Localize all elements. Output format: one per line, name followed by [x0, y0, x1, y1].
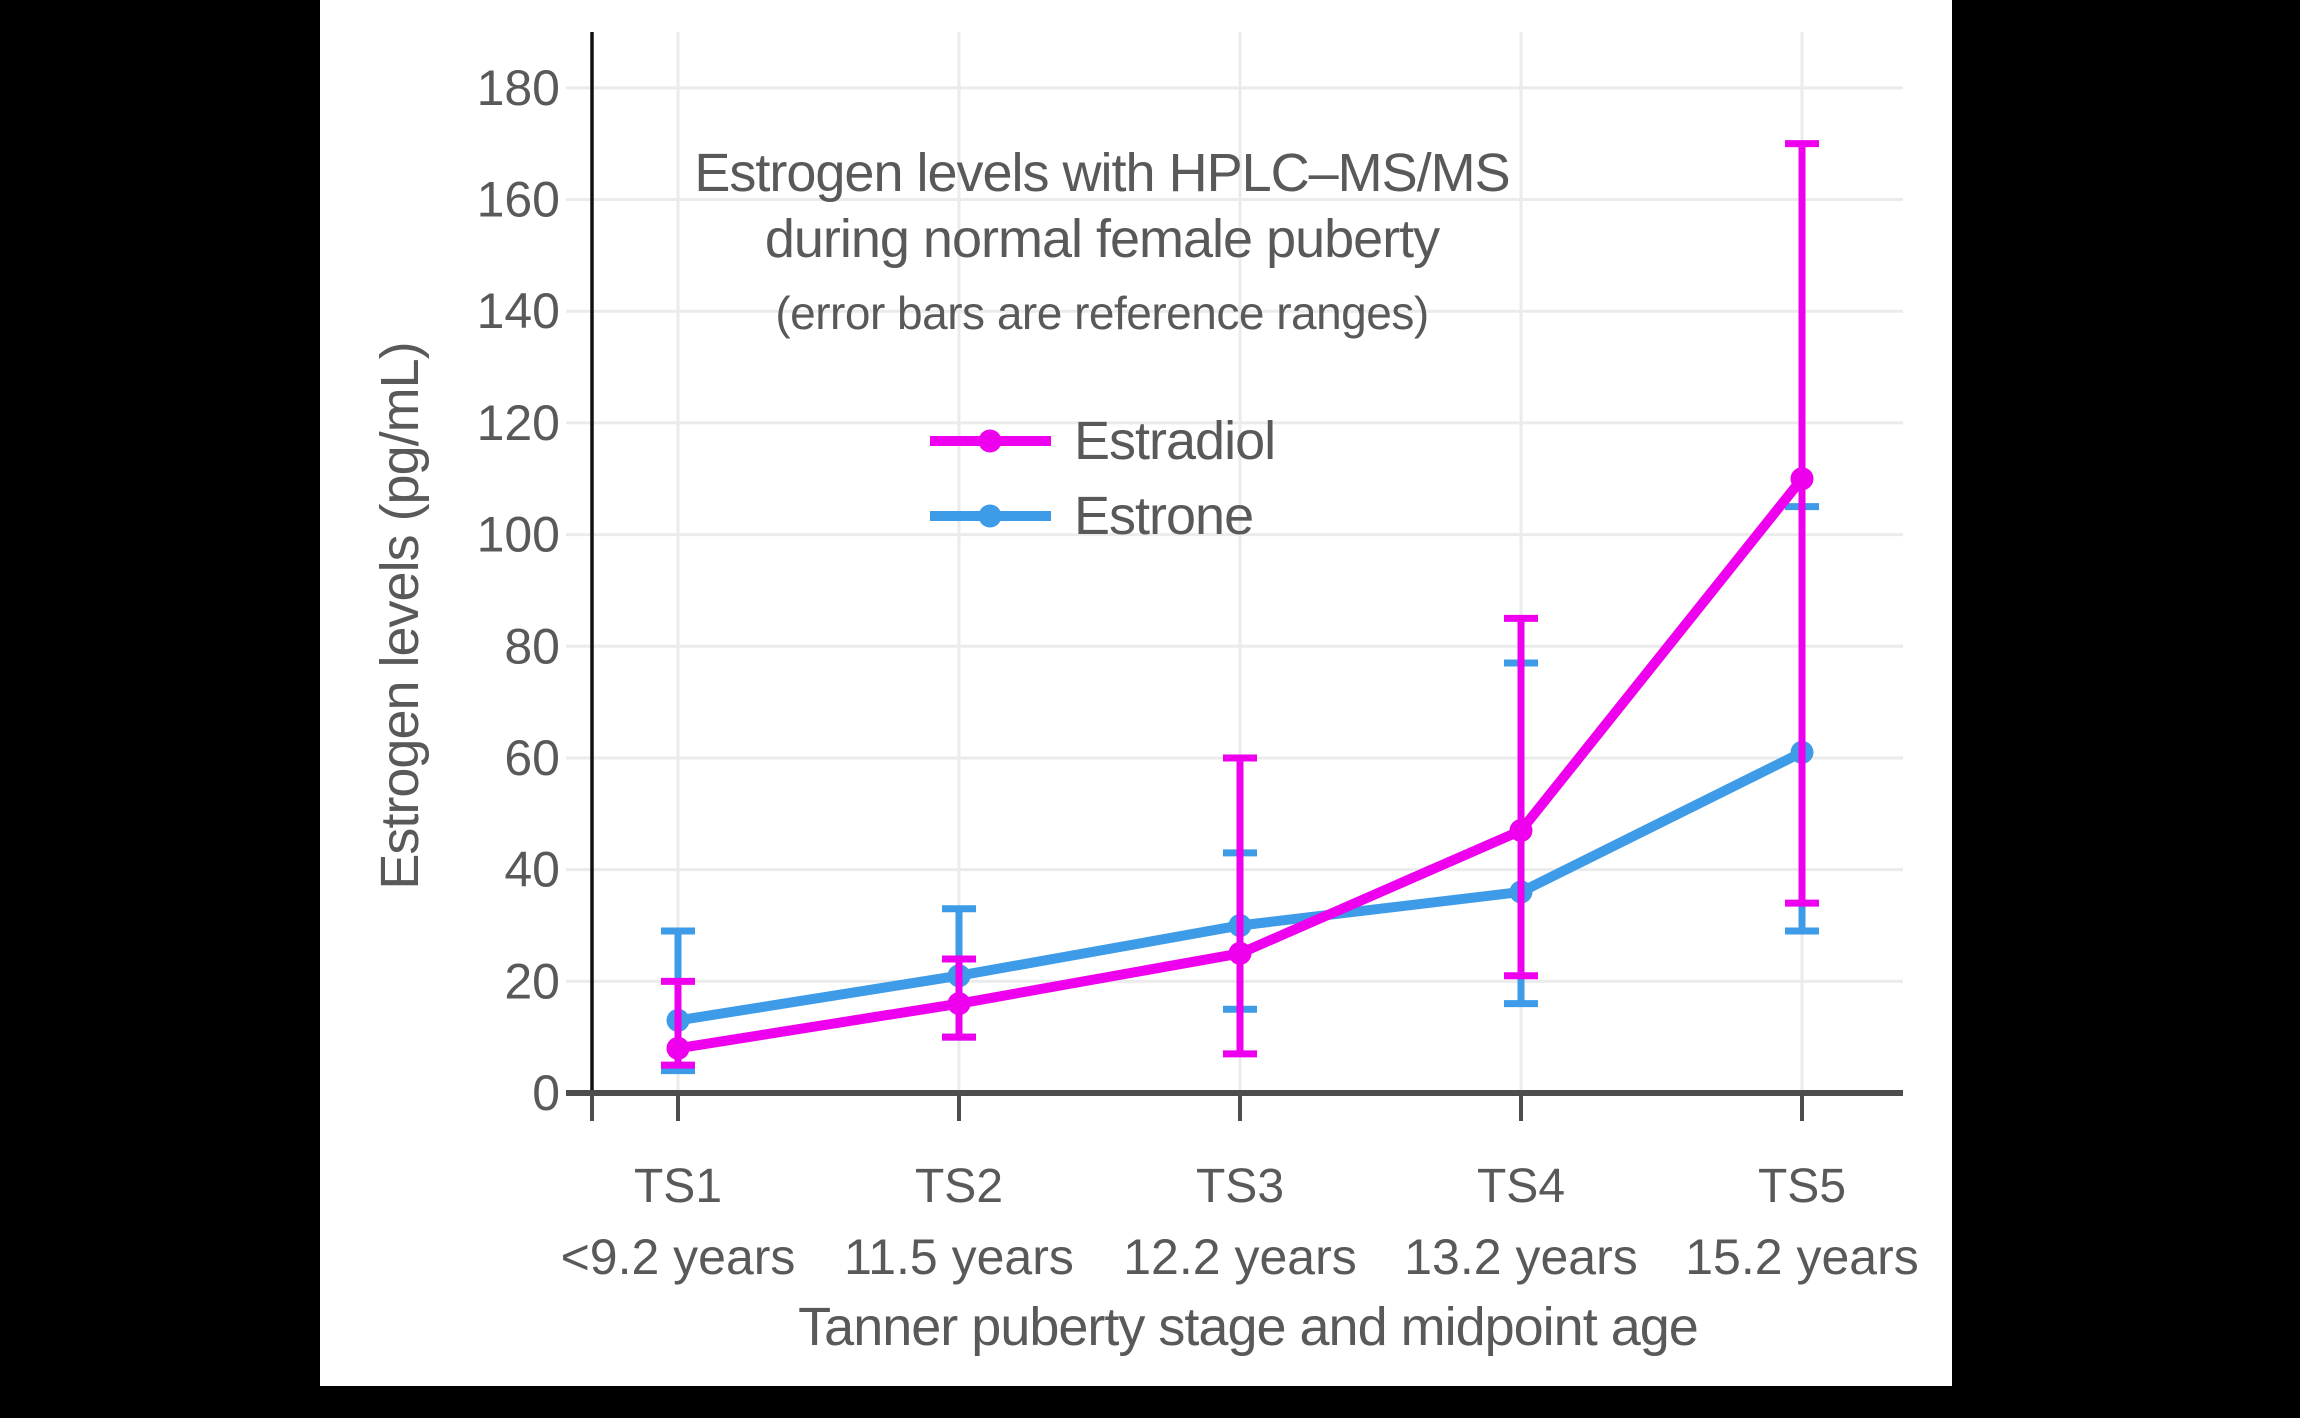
x-tick-label-age: 11.5 years — [844, 1229, 1074, 1285]
legend: Estradiol Estrone — [930, 410, 1276, 560]
x-tick-label-age: 13.2 years — [1404, 1229, 1637, 1285]
estradiol-point — [1790, 467, 1814, 491]
estrone-legend-marker-icon — [930, 504, 1051, 528]
estradiol-point — [947, 992, 971, 1016]
estradiol-point — [1509, 819, 1533, 843]
y-tick-label: 80 — [504, 618, 560, 674]
chart-title-line2: during normal female puberty — [764, 209, 1440, 269]
estradiol-point — [666, 1036, 690, 1060]
chart-title-line1: Estrogen levels with HPLC–MS/MS — [694, 143, 1510, 203]
y-tick-label: 40 — [504, 842, 560, 898]
y-axis-label: Estrogen levels (pg/mL) — [370, 342, 430, 890]
y-tick-label: 100 — [477, 507, 560, 563]
x-tick-label-stage: TS4 — [1477, 1160, 1565, 1213]
legend-label-estradiol: Estradiol — [1074, 411, 1276, 471]
y-tick-label: 60 — [504, 730, 560, 786]
x-tick-label-age: 15.2 years — [1685, 1229, 1918, 1285]
legend-label-estrone: Estrone — [1074, 486, 1254, 546]
x-axis-label: Tanner puberty stage and midpoint age — [798, 1297, 1699, 1357]
x-tick-label-age: <9.2 years — [561, 1229, 796, 1285]
x-tick-label-age: 12.2 years — [1123, 1229, 1356, 1285]
y-tick-label: 180 — [477, 60, 560, 116]
estradiol-point — [1228, 941, 1252, 965]
x-tick-label-stage: TS5 — [1758, 1160, 1846, 1213]
chart-subtitle: (error bars are reference ranges) — [775, 287, 1429, 339]
y-tick-label: 140 — [477, 283, 560, 339]
x-tick-label-stage: TS3 — [1196, 1160, 1284, 1213]
y-tick-label: 120 — [477, 395, 560, 451]
legend-item-estradiol: Estradiol — [930, 410, 1276, 472]
chart-canvas: 0 20 40 60 80 100 120 140 160 180 TS1 <9.2 years TS2… — [320, 0, 1952, 1386]
x-tick-label-stage: TS1 — [634, 1160, 722, 1213]
x-tick-label-stage: TS2 — [915, 1160, 1003, 1213]
plot-area: 0 20 40 60 80 100 120 140 160 180 TS1 <9.2 years TS2… — [477, 32, 1919, 1285]
y-tick-label: 0 — [532, 1065, 560, 1121]
y-tick-label: 20 — [504, 953, 560, 1009]
legend-item-estrone: Estrone — [930, 485, 1275, 547]
estradiol-legend-marker-icon — [930, 429, 1051, 453]
y-tick-label: 160 — [477, 172, 560, 228]
